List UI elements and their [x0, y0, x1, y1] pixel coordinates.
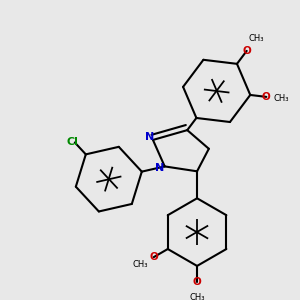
Text: CH₃: CH₃	[248, 34, 264, 43]
Text: N: N	[155, 163, 164, 173]
Text: O: O	[262, 92, 271, 102]
Text: Cl: Cl	[67, 137, 78, 147]
Text: CH₃: CH₃	[274, 94, 289, 103]
Text: O: O	[149, 252, 158, 262]
Text: N: N	[145, 132, 154, 142]
Text: O: O	[193, 277, 201, 287]
Text: O: O	[242, 46, 251, 56]
Text: CH₃: CH₃	[189, 293, 205, 300]
Text: CH₃: CH₃	[133, 260, 148, 269]
